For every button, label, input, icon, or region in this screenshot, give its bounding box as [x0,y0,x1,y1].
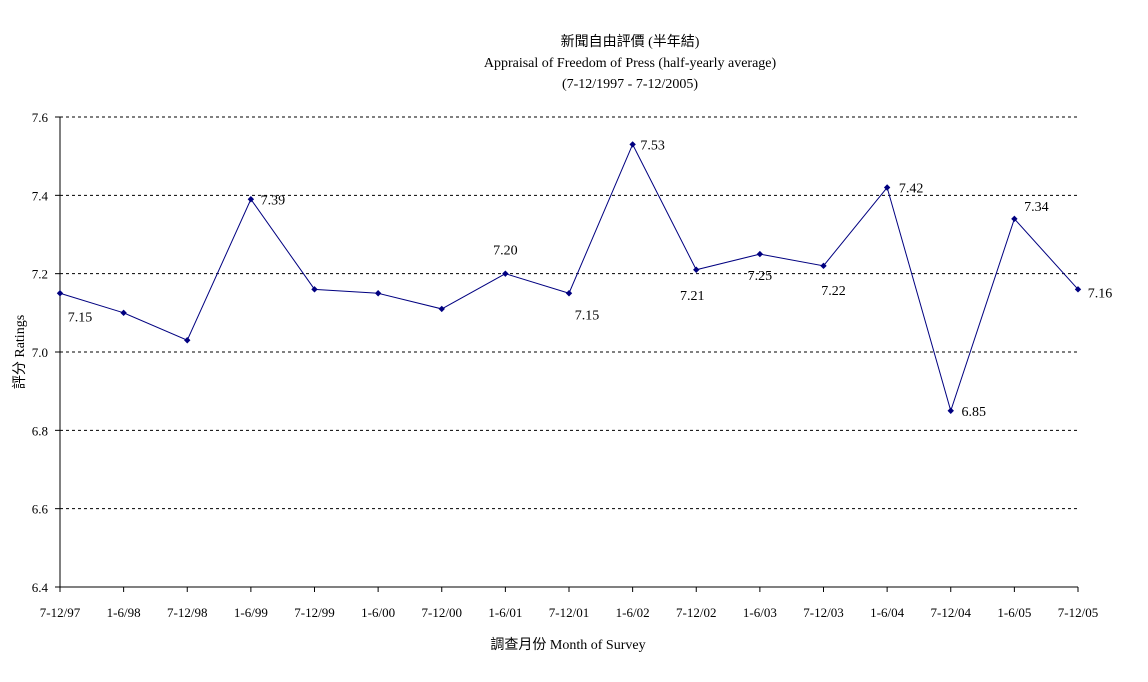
data-point [756,250,764,258]
x-tick-labels: 7-12/97 1-6/98 7-12/98 1-6/99 7-12/99 1-6/00 7… [40,587,1098,620]
y-tick-label: 7.0 [32,345,48,360]
x-tick-label: 1-6/03 [743,605,777,620]
title-line-2: Appraisal of Freedom of Press (half-year… [484,56,777,71]
x-tick-label: 7-12/05 [1058,605,1098,620]
x-tick-label: 7-12/04 [931,605,972,620]
data-label: 7.25 [748,269,773,284]
data-point [374,290,382,297]
x-tick-label: 1-6/01 [488,605,522,620]
data-point [565,290,573,297]
data-label: 6.85 [962,405,987,420]
x-axis-title: 調查月份 Month of Survey [490,637,645,653]
x-tick-label: 7-12/01 [549,605,589,620]
data-label: 7.22 [821,284,846,299]
data-point [693,266,700,273]
data-point [311,286,318,293]
series-points [56,141,1082,414]
y-tick-label: 7.4 [32,188,49,203]
x-tick-label: 1-6/00 [361,605,395,620]
data-label: 7.15 [68,310,93,325]
x-tick-label: 7-12/97 [40,605,81,620]
x-tick-label: 7-12/99 [294,605,334,620]
y-tick-label: 7.2 [32,267,48,282]
x-tick-label: 7-12/00 [422,605,462,620]
data-point [1074,286,1082,293]
data-label: 7.42 [899,182,924,197]
data-labels: 7.15 7.39 7.20 7.15 7.53 7.21 7.25 7.22 7.42 6.85… [68,138,1113,419]
chart-title: 新聞自由評價 (半年結) Appraisal of Freedom of Pres… [484,33,777,92]
data-point [502,270,509,277]
data-point [883,184,891,191]
data-label: 7.15 [575,308,600,323]
x-tick-label: 1-6/05 [997,605,1031,620]
data-label: 7.53 [640,138,665,153]
x-tick-label: 7-12/03 [803,605,843,620]
y-tick-label: 6.6 [32,502,49,517]
data-point [120,309,127,317]
data-label: 7.39 [261,193,286,208]
gridlines [60,116,1078,510]
data-point [438,305,445,313]
x-tick-label: 7-12/98 [167,605,207,620]
data-label: 7.21 [680,289,705,304]
series-line-path [59,143,1079,413]
data-label: 7.34 [1024,200,1049,215]
data-point [947,407,954,414]
y-tick-labels: 6.4 6.6 6.8 7.0 7.2 7.4 7.6 [32,110,60,595]
title-line-1: 新聞自由評價 (半年結) [561,33,700,50]
y-tick-label: 6.8 [32,423,48,438]
x-tick-label: 7-12/02 [676,605,716,620]
data-label: 7.16 [1088,286,1113,301]
data-point [629,141,636,148]
data-point [820,262,827,270]
series-line [59,143,1079,413]
data-point [184,337,191,344]
y-tick-label: 6.4 [32,580,49,595]
data-point [247,196,255,203]
title-line-3: (7-12/1997 - 7-12/2005) [562,77,698,92]
data-point [56,290,64,297]
x-tick-label: 1-6/98 [107,605,141,620]
data-point [1011,215,1018,223]
x-tick-label: 1-6/99 [234,605,268,620]
data-label: 7.20 [493,244,518,259]
x-tick-label: 1-6/02 [616,605,650,620]
x-tick-label: 1-6/04 [870,605,904,620]
y-axis-title: 評分 Ratings [12,315,28,389]
y-tick-label: 7.6 [32,110,49,125]
